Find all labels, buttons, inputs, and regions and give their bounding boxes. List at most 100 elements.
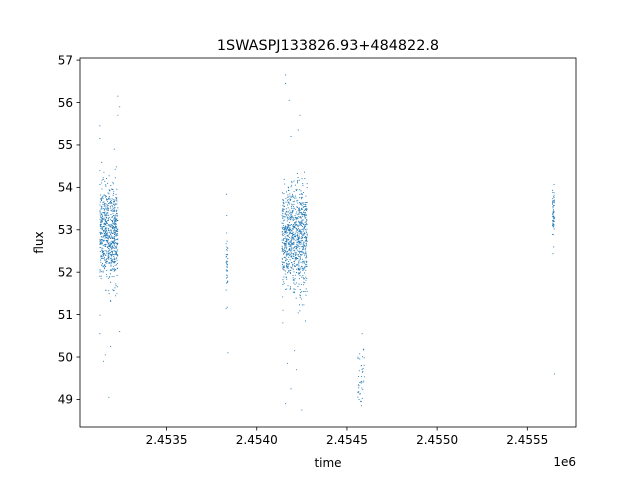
data-point — [115, 166, 118, 168]
data-point — [305, 205, 307, 207]
data-point — [288, 260, 290, 263]
data-point — [299, 242, 301, 244]
data-point — [115, 246, 117, 249]
data-point — [113, 224, 115, 226]
data-point — [298, 283, 300, 285]
data-point — [105, 217, 108, 219]
data-point — [306, 183, 308, 185]
data-point — [103, 225, 106, 227]
data-point — [295, 231, 297, 233]
data-point — [111, 276, 113, 278]
data-point — [289, 255, 291, 257]
data-point — [101, 251, 103, 253]
data-point — [289, 224, 291, 226]
data-point — [108, 262, 111, 264]
data-point — [291, 267, 293, 269]
data-point — [114, 242, 116, 244]
data-point — [358, 399, 360, 401]
data-point — [302, 230, 304, 232]
data-point — [288, 214, 290, 216]
data-point — [299, 294, 301, 296]
data-point — [293, 265, 295, 267]
data-point — [284, 226, 286, 228]
data-point — [290, 254, 292, 256]
data-point — [225, 307, 227, 309]
data-point — [305, 223, 307, 225]
data-point — [114, 254, 116, 256]
data-point — [289, 245, 291, 247]
data-point — [300, 240, 302, 242]
data-point — [101, 263, 103, 265]
data-point — [305, 262, 307, 264]
data-point — [105, 208, 107, 210]
data-point — [290, 243, 292, 245]
data-point — [298, 213, 300, 215]
data-point — [100, 236, 103, 238]
data-point — [282, 208, 284, 210]
data-point — [294, 253, 296, 255]
data-point — [305, 202, 307, 204]
data-point — [300, 238, 302, 240]
data-point — [295, 255, 297, 257]
data-point — [104, 354, 106, 356]
data-point — [100, 238, 102, 241]
data-point — [284, 233, 286, 235]
data-point — [110, 345, 112, 347]
y-tick-label: 50 — [58, 350, 73, 364]
data-point — [298, 237, 300, 239]
data-point — [300, 246, 302, 248]
data-point — [284, 230, 287, 232]
data-point — [106, 246, 108, 248]
data-point — [114, 217, 116, 219]
data-point — [226, 246, 228, 248]
data-point — [115, 227, 117, 229]
data-point — [117, 230, 119, 232]
y-tick-label: 56 — [58, 96, 73, 110]
x-tick-label: 2.4535 — [146, 433, 188, 447]
data-point — [552, 209, 555, 211]
data-point — [105, 259, 107, 261]
data-point — [362, 388, 364, 390]
data-point — [292, 253, 295, 255]
data-point — [297, 241, 299, 243]
data-point — [298, 220, 300, 222]
data-point — [296, 230, 298, 232]
data-point — [306, 257, 308, 259]
data-point — [103, 258, 105, 260]
data-point — [553, 192, 555, 194]
data-point — [107, 204, 109, 207]
data-point — [286, 235, 288, 237]
data-point — [107, 217, 109, 219]
data-point — [104, 194, 106, 196]
data-point — [296, 219, 298, 221]
data-point — [304, 225, 306, 227]
data-point — [289, 199, 291, 202]
data-point — [109, 258, 112, 260]
data-point — [296, 217, 298, 219]
data-point — [283, 193, 285, 195]
data-point — [113, 148, 115, 150]
data-point — [106, 220, 108, 222]
data-point — [101, 250, 103, 252]
data-point — [552, 211, 554, 214]
data-point — [301, 276, 303, 278]
data-point — [100, 256, 102, 258]
data-point — [304, 215, 306, 217]
data-point — [108, 207, 110, 209]
data-point — [110, 230, 113, 232]
data-point — [303, 251, 305, 253]
data-point — [291, 194, 294, 196]
data-point — [291, 238, 293, 240]
data-point — [297, 245, 300, 247]
data-point — [227, 352, 229, 354]
data-point — [99, 240, 101, 242]
data-point — [107, 242, 109, 244]
data-point — [291, 249, 293, 251]
data-point — [281, 233, 283, 235]
data-point — [112, 289, 114, 291]
data-point — [304, 278, 306, 280]
data-point — [303, 272, 306, 274]
x-tick-label: 2.4540 — [236, 433, 278, 447]
data-point — [103, 256, 105, 258]
data-point — [109, 254, 111, 256]
